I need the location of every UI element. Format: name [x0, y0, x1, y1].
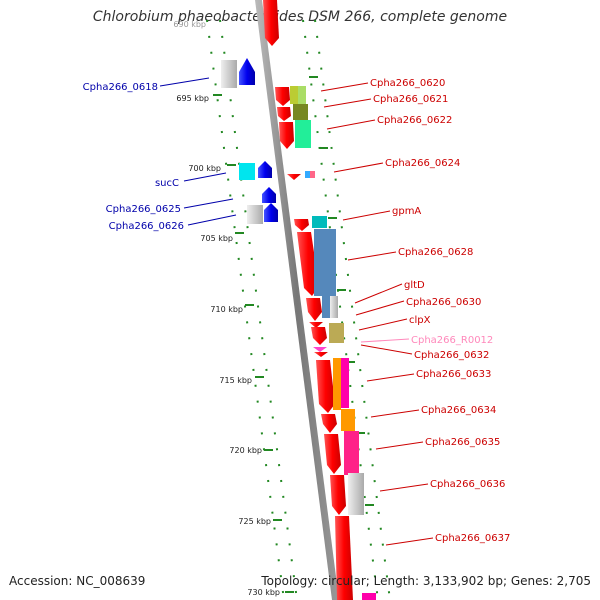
reverse-gene-labels: Cpha266_0618 sucC Cpha266_0625 Cpha266_0…	[83, 82, 184, 232]
cog-box-cpha266-0635	[344, 431, 359, 475]
gene-arrow-cpha266-0624[interactable]	[287, 174, 301, 180]
cog-box-cpha266-0620a	[290, 86, 298, 104]
tick-label-710: 710 kbp	[210, 305, 243, 314]
gene-label-cpha266-0622[interactable]: Cpha266_0622	[377, 115, 452, 126]
genome-backbone	[255, 0, 339, 600]
cog-box-succ	[239, 163, 255, 180]
tick-label-705: 705 kbp	[200, 234, 233, 243]
gene-arrow-cpha266-0630[interactable]	[309, 322, 323, 328]
tick-label-690: 690 kbp	[173, 20, 206, 29]
cog-box-gltd-a	[322, 296, 330, 318]
axis-tick-marks	[213, 76, 374, 593]
gene-arrow-cpha266-0618[interactable]	[239, 58, 255, 85]
label-leader-lines	[159, 77, 434, 546]
tick-ring-reverse	[206, 19, 298, 600]
gene-label-cpha266-0630[interactable]: Cpha266_0630	[406, 297, 481, 308]
cog-box-cpha266-0626	[247, 205, 263, 224]
gene-label-succ[interactable]: sucC	[155, 178, 179, 189]
cog-box-cpha266-0620b	[298, 86, 306, 104]
gene-arrow-clpx[interactable]	[311, 327, 327, 345]
gene-label-clpx[interactable]: clpX	[409, 315, 431, 326]
gene-label-gltd[interactable]: gltD	[404, 280, 425, 291]
cog-box-cpha266-0624a	[305, 171, 310, 178]
reverse-strand-features	[221, 58, 278, 224]
forward-strand-features	[263, 0, 376, 600]
cog-box-cpha266-0618	[221, 60, 237, 88]
map-title: Chlorobium phaeobacteroides DSM 266, com…	[92, 9, 508, 25]
gene-arrow-gltd[interactable]	[306, 298, 322, 321]
gene-label-cpha266-0620[interactable]: Cpha266_0620	[370, 78, 445, 89]
gene-arrow-cpha266-0625[interactable]	[262, 187, 276, 203]
gene-label-cpha266-0632[interactable]: Cpha266_0632	[414, 350, 489, 361]
gene-label-gpma[interactable]: gpmA	[392, 206, 421, 217]
gene-label-cpha266-0634[interactable]: Cpha266_0634	[421, 405, 496, 416]
cog-box-cpha266-0634	[341, 409, 355, 431]
cog-box-cpha266-0621	[293, 104, 308, 120]
gene-arrow-succ[interactable]	[258, 161, 272, 178]
gene-arrow-cpha266-0633[interactable]	[316, 360, 335, 413]
tick-label-730: 730 kbp	[247, 588, 280, 597]
accession-text: Accession: NC_008639	[9, 574, 146, 588]
tick-label-695: 695 kbp	[176, 94, 209, 103]
cog-box-cpha266-0624b	[310, 171, 315, 178]
gene-label-cpha266-0626[interactable]: Cpha266_0626	[109, 221, 184, 232]
gene-arrow-cpha266-0637[interactable]	[335, 516, 353, 600]
gene-arrow-cpha266-0626[interactable]	[264, 203, 278, 222]
gene-label-cpha266-0621[interactable]: Cpha266_0621	[373, 94, 448, 105]
gene-label-cpha266-0633[interactable]: Cpha266_0633	[416, 369, 491, 380]
cog-box-gltd-b	[330, 296, 338, 318]
gene-arrow-cpha266-0620[interactable]	[275, 87, 290, 106]
gene-label-cpha266-0618[interactable]: Cpha266_0618	[83, 82, 158, 93]
gene-label-cpha266-0625[interactable]: Cpha266_0625	[106, 204, 181, 215]
genome-summary-text: Topology: circular; Length: 3,133,902 bp…	[261, 574, 591, 588]
rna-label-cpha266-r0012[interactable]: Cpha266_R0012	[411, 335, 493, 346]
cog-box-cpha266-0633a	[333, 358, 341, 410]
gene-arrow-cpha266-0635[interactable]	[324, 434, 341, 474]
axis-tick-labels: 690 kbp 695 kbp 700 kbp 705 kbp 710 kbp …	[173, 20, 280, 597]
cog-box-clpx	[329, 323, 344, 343]
gene-arrow-cpha266-0621[interactable]	[277, 107, 291, 121]
gene-arrow-cpha266-0628[interactable]	[297, 232, 319, 296]
gene-arrow-cpha266-0634[interactable]	[321, 414, 337, 433]
gene-arrow-cpha266-0622[interactable]	[279, 122, 294, 149]
tick-label-725: 725 kbp	[238, 517, 271, 526]
gene-label-cpha266-0628[interactable]: Cpha266_0628	[398, 247, 473, 258]
gene-arrow-cpha266-0632[interactable]	[314, 352, 328, 357]
cog-box-cpha266-0628	[314, 229, 336, 296]
rna-arrow-cpha266-r0012[interactable]	[313, 347, 327, 352]
cog-box-cpha266-0622	[295, 120, 311, 148]
gene-label-cpha266-0635[interactable]: Cpha266_0635	[425, 437, 500, 448]
forward-gene-labels: Cpha266_0620 Cpha266_0621 Cpha266_0622 C…	[370, 78, 510, 544]
tick-ring-forward	[302, 19, 391, 600]
gene-arrow-cpha266-0636[interactable]	[330, 475, 346, 515]
cog-box-bottom	[362, 593, 376, 600]
tick-label-720: 720 kbp	[229, 446, 262, 455]
gene-arrow-gpma[interactable]	[294, 219, 309, 231]
gene-label-cpha266-0637[interactable]: Cpha266_0637	[435, 533, 510, 544]
cog-box-gpma	[312, 216, 327, 228]
tick-label-700: 700 kbp	[188, 164, 221, 173]
cog-box-cpha266-0636	[348, 473, 364, 515]
gene-label-cpha266-0624[interactable]: Cpha266_0624	[385, 158, 460, 169]
gene-label-cpha266-0636[interactable]: Cpha266_0636	[430, 479, 505, 490]
tick-label-715: 715 kbp	[219, 376, 252, 385]
cog-box-cpha266-0633b	[341, 358, 349, 408]
gene-arrow-top	[263, 0, 279, 46]
